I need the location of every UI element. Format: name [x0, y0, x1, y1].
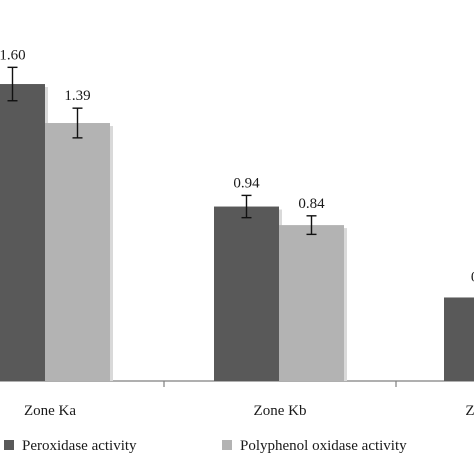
bar-1-1 — [279, 225, 344, 381]
legend-label: Peroxidase activity — [22, 438, 137, 454]
legend-swatch — [222, 440, 232, 450]
data-label: 0.84 — [298, 196, 325, 212]
data-label: 0, — [471, 269, 474, 285]
bar-1-0 — [45, 123, 110, 382]
data-label: 0.94 — [233, 175, 260, 191]
x-axis-ticks — [163, 381, 397, 387]
bar-0-1 — [214, 206, 279, 381]
legend: Peroxidase activity Polyphenol oxidase ac… — [4, 438, 407, 454]
bar-0-2 — [444, 297, 474, 381]
legend-swatch — [4, 440, 14, 450]
plot-area: 1.60 0.94 0, 1.39 0.84 — [0, 47, 474, 382]
category-label: Zone Kb — [254, 403, 307, 419]
legend-label: Polyphenol oxidase activity — [240, 438, 407, 454]
data-label: 1.60 — [0, 47, 26, 63]
bar-0-0 — [0, 84, 45, 381]
category-label: Z — [465, 403, 474, 419]
category-label: Zone Ka — [24, 403, 76, 419]
data-label: 1.39 — [64, 88, 90, 104]
category-labels: Zone Ka Zone Kb Z — [24, 403, 474, 419]
